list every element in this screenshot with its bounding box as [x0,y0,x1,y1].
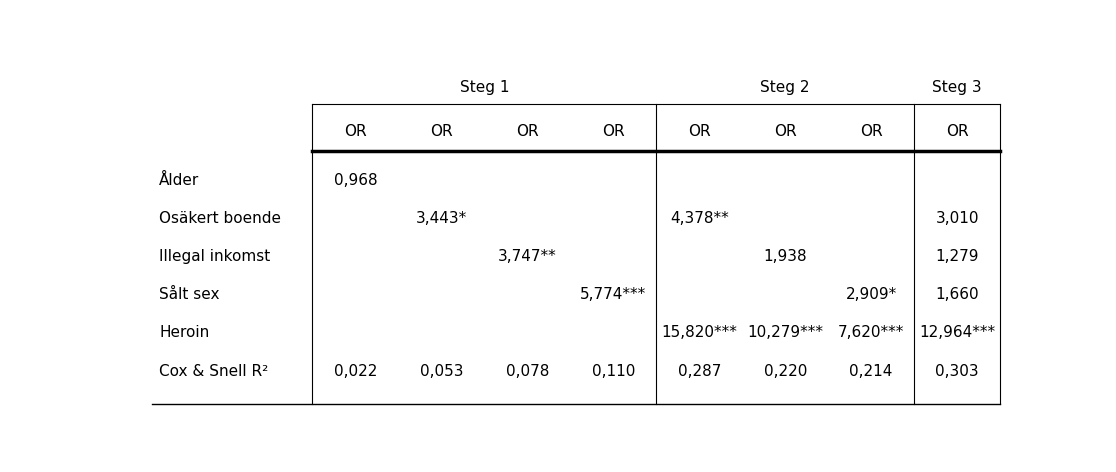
Text: Ålder: Ålder [160,173,200,188]
Text: 10,279***: 10,279*** [748,325,824,340]
Text: 0,022: 0,022 [334,363,377,379]
Text: OR: OR [773,124,797,139]
Text: Steg 3: Steg 3 [932,80,982,95]
Text: 1,660: 1,660 [935,287,979,302]
Text: OR: OR [344,124,367,139]
Text: Osäkert boende: Osäkert boende [160,211,281,226]
Text: 3,443*: 3,443* [416,211,466,226]
Text: 3,010: 3,010 [935,211,979,226]
Text: OR: OR [602,124,625,139]
Text: Cox & Snell R²: Cox & Snell R² [160,363,269,379]
Text: 7,620***: 7,620*** [838,325,904,340]
Text: 5,774***: 5,774*** [580,287,646,302]
Text: Heroin: Heroin [160,325,210,340]
Text: 0,214: 0,214 [849,363,893,379]
Text: 1,938: 1,938 [763,249,807,264]
Text: 0,220: 0,220 [763,363,807,379]
Text: 0,053: 0,053 [420,363,463,379]
Text: Sålt sex: Sålt sex [160,287,220,302]
Text: 12,964***: 12,964*** [920,325,995,340]
Text: 0,303: 0,303 [935,363,979,379]
Text: Steg 2: Steg 2 [760,80,810,95]
Text: OR: OR [859,124,883,139]
Text: 3,747**: 3,747** [498,249,557,264]
Text: OR: OR [516,124,539,139]
Text: 2,909*: 2,909* [846,287,897,302]
Text: 0,968: 0,968 [334,173,377,188]
Text: OR: OR [945,124,969,139]
Text: Steg 1: Steg 1 [460,80,509,95]
Text: OR: OR [687,124,711,139]
Text: 1,279: 1,279 [935,249,979,264]
Text: 15,820***: 15,820*** [662,325,738,340]
Text: 0,110: 0,110 [591,363,635,379]
Text: 0,287: 0,287 [677,363,721,379]
Text: 0,078: 0,078 [506,363,549,379]
Text: OR: OR [430,124,453,139]
Text: Illegal inkomst: Illegal inkomst [160,249,271,264]
Text: 4,378**: 4,378** [670,211,729,226]
